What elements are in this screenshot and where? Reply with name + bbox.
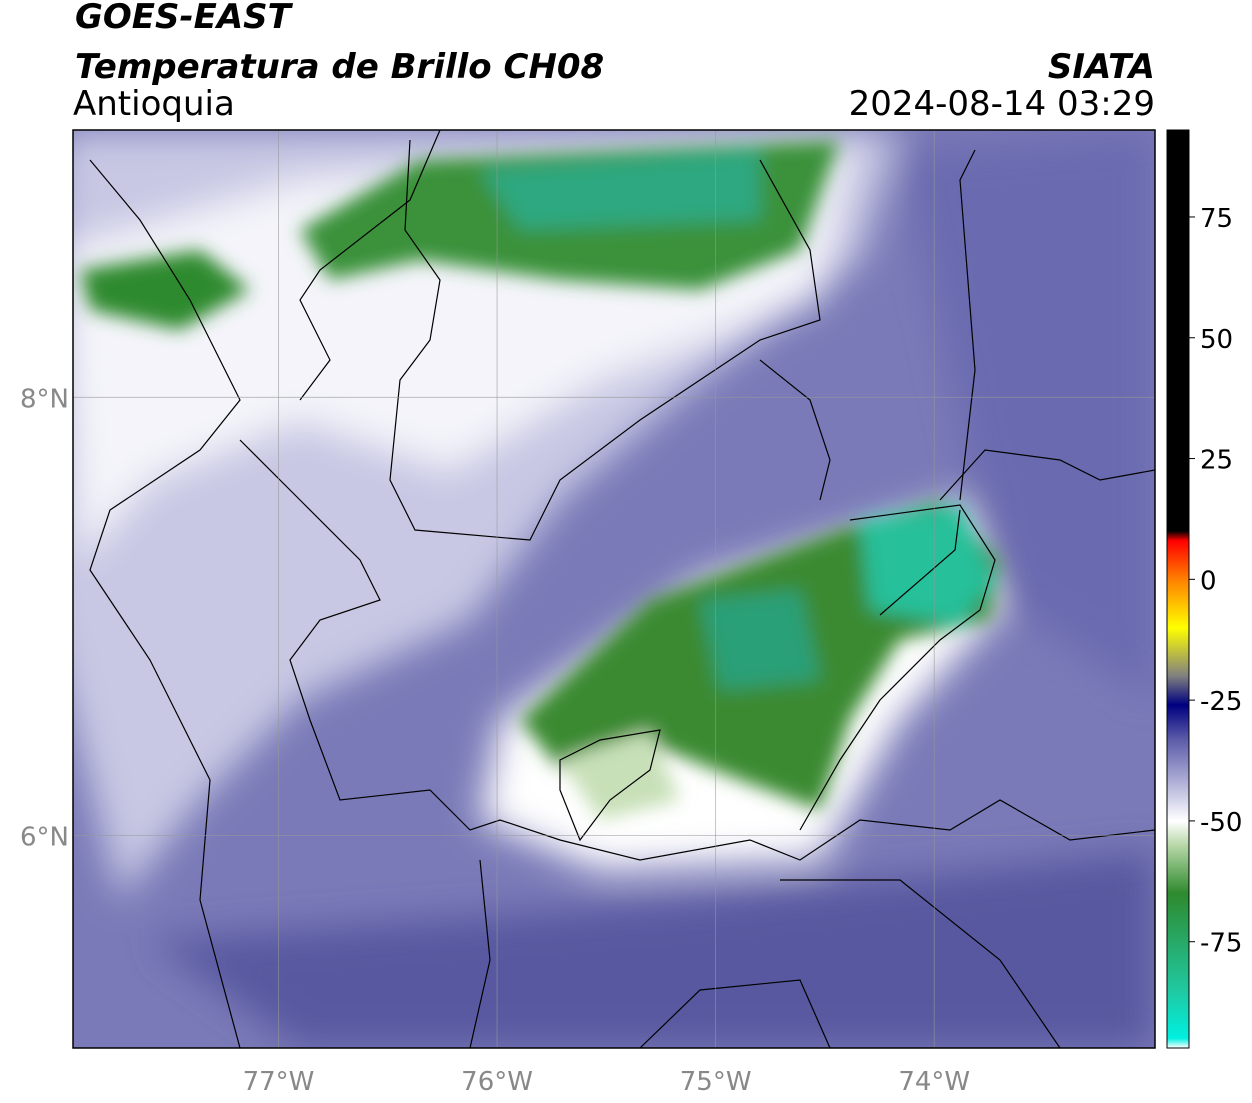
colorbar-tick-label: -75 xyxy=(1200,929,1242,959)
colorbar-tick-label: -50 xyxy=(1200,808,1242,838)
satellite-image xyxy=(73,130,1155,1048)
map-frame xyxy=(72,129,1156,1049)
y-tick-label: 6°N xyxy=(20,822,69,852)
x-tick-label: 76°W xyxy=(461,1067,533,1097)
x-tick-label: 77°W xyxy=(243,1067,315,1097)
colorbar-tick-label: 50 xyxy=(1200,325,1233,355)
source-label: SIATA xyxy=(1048,47,1155,87)
y-tick-label: 8°N xyxy=(20,384,69,414)
x-tick-label: 74°W xyxy=(898,1067,970,1097)
satellite-title: GOES-EAST xyxy=(75,0,294,37)
colorbar-tick-label: -25 xyxy=(1200,687,1242,717)
product-title: Temperatura de Brillo CH08 xyxy=(75,47,604,87)
region-label: Antioquia xyxy=(73,84,235,124)
x-tick-label: 75°W xyxy=(680,1067,752,1097)
datetime-label: 2024-08-14 03:29 xyxy=(849,84,1155,124)
colorbar-tick-label: 75 xyxy=(1200,204,1233,234)
colorbar-tick-label: 0 xyxy=(1200,566,1217,596)
colorbar xyxy=(1166,129,1190,1049)
colorbar-tick-label: 25 xyxy=(1200,446,1233,476)
